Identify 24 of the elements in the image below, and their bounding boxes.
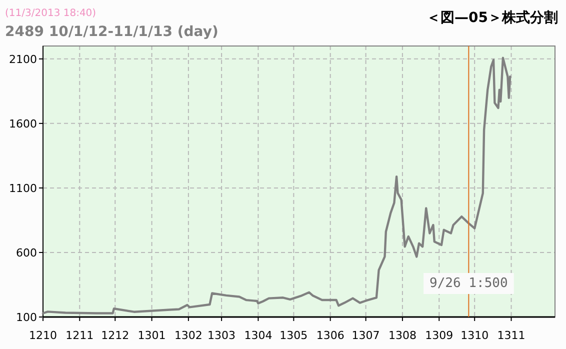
x-tick-label: 1303 [208,329,236,342]
x-tick-label: 1212 [101,329,130,342]
x-tick-label: 1304 [244,329,272,342]
y-tick-label: 1600 [9,117,37,130]
y-tick-label: 100 [16,311,37,324]
line-series [42,56,512,314]
text: ＜図—05＞株式分割 [426,9,558,26]
x-tick-label: 1211 [66,329,94,342]
x-tick-label: 1308 [388,329,416,342]
x-tick-label: 1309 [425,329,454,342]
x-tick-label: 1306 [316,329,344,342]
x-tick-label: 1310 [460,329,489,342]
x-tick-label: 1302 [174,329,202,342]
chart-title: 2489 10/1/12-11/1/13 (day) [5,24,218,40]
y-tick-label: 2100 [9,52,37,66]
x-tick-label: 1210 [29,329,57,342]
x-tick-label: 1301 [138,329,166,342]
ref-line-label: 9/26 1:500 [430,276,508,291]
x-tick-label: 1311 [497,329,526,342]
x-tick-label: 1305 [280,329,308,342]
y-tick-label: 600 [16,246,37,260]
y-tick-label: 1100 [9,182,37,195]
text: (11/3/2013 18:40) [5,8,96,19]
x-tick-label: 1307 [352,329,380,342]
